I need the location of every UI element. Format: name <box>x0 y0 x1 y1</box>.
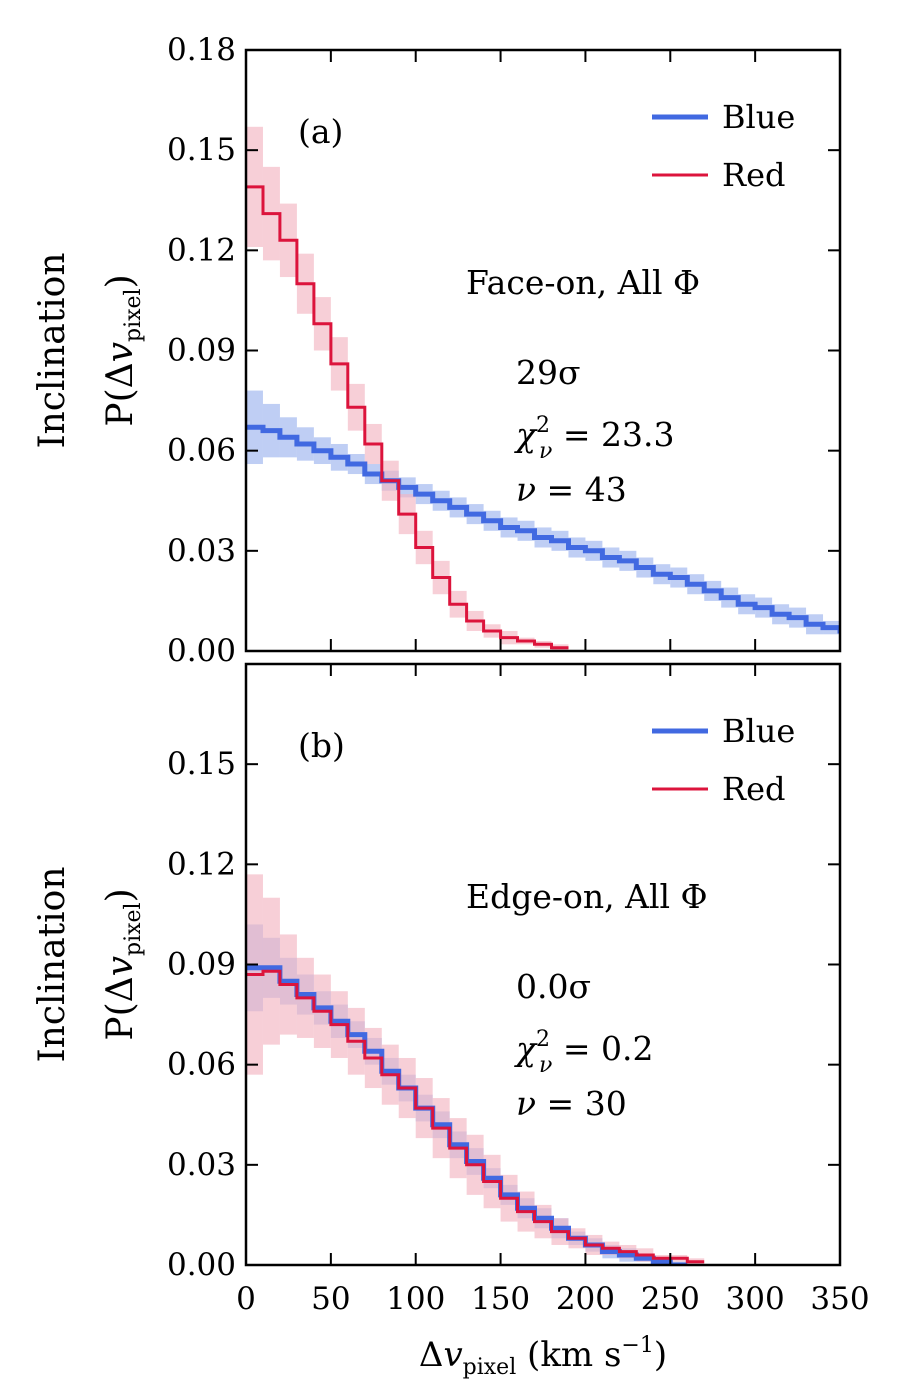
annotation-title: Face-on, All Φ <box>466 263 700 302</box>
y-tick-label: 0.09 <box>167 333 236 369</box>
legend-label-red: Red <box>722 156 786 194</box>
y-tick-label: 0.06 <box>167 1047 236 1083</box>
significance-label: 29σ <box>516 353 581 392</box>
red-error-band <box>246 874 705 1265</box>
y-tick-label: 0.00 <box>167 633 236 669</box>
panel-label: (b) <box>298 726 345 765</box>
blue-band-bin <box>874 631 891 644</box>
x-tick-label: 100 <box>386 1281 445 1317</box>
red-step-line <box>246 185 569 650</box>
plot-area-a <box>246 126 908 651</box>
x-tick-label: 250 <box>641 1281 700 1317</box>
annotation-title: Edge-on, All Φ <box>466 877 708 916</box>
y-tick-label: 0.18 <box>167 32 236 68</box>
x-tick-label: 300 <box>726 1281 785 1317</box>
plot-area-b <box>246 874 705 1265</box>
x-axis-label: Δvpixel (km s−1) <box>419 1333 667 1380</box>
panel-label: (a) <box>298 112 343 151</box>
y-tick-label: 0.15 <box>167 746 236 782</box>
x-tick-label: 150 <box>471 1281 530 1317</box>
y-axis-outer-label: Inclination <box>32 252 73 448</box>
legend-label-blue: Blue <box>722 98 795 136</box>
significance-label: 0.0σ <box>516 967 591 1006</box>
y-tick-label: 0.09 <box>167 947 236 983</box>
x-tick-label: 0 <box>236 1281 256 1317</box>
x-axis: 0 50 100 150 200 250 300 350 Δvpixel (km s−1) <box>236 1281 869 1380</box>
y-tick-label: 0.12 <box>167 232 236 268</box>
red-step-line <box>246 969 705 1264</box>
y-tick-label: 0.03 <box>167 533 236 569</box>
blue-band-bin <box>840 624 857 637</box>
chi2-label: χ2 ν = 0.2 <box>514 1027 654 1078</box>
x-tick-label: 200 <box>556 1281 615 1317</box>
panel-a: 0.00 0.03 0.06 0.09 0.12 0.15 0.18 (a) Blue Red Fa… <box>32 32 908 669</box>
y-tick-label: 0.03 <box>167 1147 236 1183</box>
legend-label-red: Red <box>722 770 786 808</box>
x-tick-label: 50 <box>311 1281 350 1317</box>
x-tick-label: 350 <box>810 1281 869 1317</box>
legend: Blue Red <box>652 98 795 194</box>
panel-b: 0.00 0.03 0.06 0.09 0.12 0.15 (b) Blue Red Edge-o… <box>32 662 842 1283</box>
y-tick-label: 0.12 <box>167 846 236 882</box>
blue-band-bin <box>857 628 874 641</box>
y-axis-outer-label: Inclination <box>32 866 73 1062</box>
blue-band-bin <box>891 634 908 647</box>
legend: Blue Red <box>652 712 795 808</box>
y-tick-label: 0.06 <box>167 433 236 469</box>
nu-label: ν = 43 <box>516 470 627 509</box>
y-axis-label: P(Δvpixel) <box>100 274 146 426</box>
chi2-label: χ2 ν = 23.3 <box>514 413 674 464</box>
y-tick-label: 0.00 <box>167 1247 236 1283</box>
y-axis-label: P(Δvpixel) <box>100 888 146 1040</box>
y-tick-label: 0.15 <box>167 132 236 168</box>
blue-step-line <box>246 424 840 634</box>
legend-label-blue: Blue <box>722 712 795 750</box>
nu-label: ν = 30 <box>516 1084 627 1123</box>
